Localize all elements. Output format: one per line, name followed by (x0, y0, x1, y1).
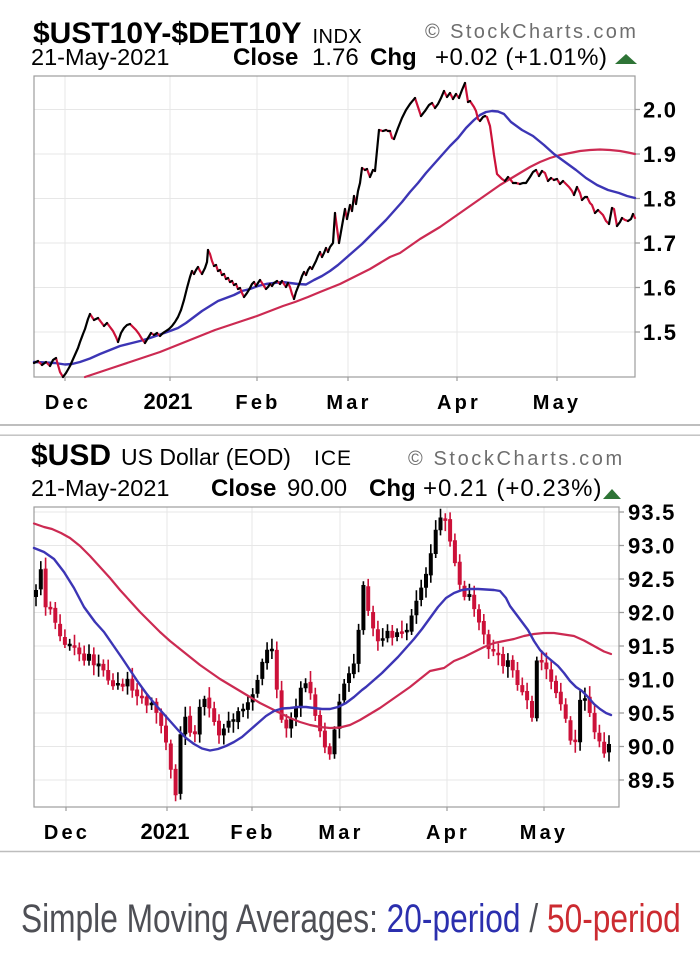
svg-text:91.0: 91.0 (628, 668, 676, 693)
svg-text:92.0: 92.0 (628, 601, 676, 626)
svg-text:Mar: Mar (326, 392, 371, 414)
svg-text:90.5: 90.5 (628, 701, 676, 726)
svg-text:May: May (520, 822, 569, 844)
svg-text:91.5: 91.5 (628, 634, 676, 659)
svg-text:Dec: Dec (45, 392, 91, 414)
svg-text:2.0: 2.0 (643, 98, 677, 123)
svg-text:2021: 2021 (144, 389, 193, 414)
svg-text:Apr: Apr (426, 822, 470, 844)
svg-text:1.5: 1.5 (643, 320, 677, 345)
svg-text:Apr: Apr (437, 392, 481, 414)
svg-text:Feb: Feb (230, 822, 275, 844)
svg-text:90.0: 90.0 (628, 735, 676, 760)
svg-text:Mar: Mar (318, 822, 363, 844)
svg-text:92.5: 92.5 (628, 567, 676, 592)
svg-text:Feb: Feb (235, 392, 280, 414)
svg-text:1.6: 1.6 (643, 276, 677, 301)
svg-text:93.0: 93.0 (628, 534, 676, 559)
svg-text:Dec: Dec (44, 822, 90, 844)
svg-text:1.9: 1.9 (643, 142, 677, 167)
svg-text:2021: 2021 (141, 819, 190, 844)
svg-text:1.7: 1.7 (643, 231, 677, 256)
svg-text:89.5: 89.5 (628, 768, 676, 793)
svg-text:1.8: 1.8 (643, 187, 677, 212)
svg-text:93.5: 93.5 (628, 500, 676, 525)
svg-text:May: May (533, 392, 582, 414)
